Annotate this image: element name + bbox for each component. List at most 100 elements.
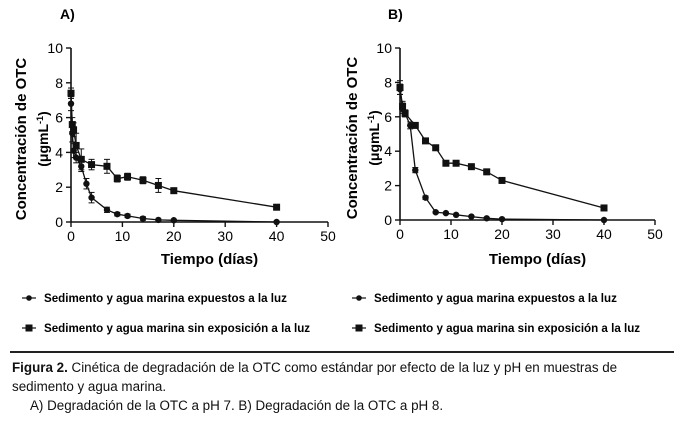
x-tick-label: 30 (217, 228, 233, 244)
y-axis-label: Concentración de OTC (344, 57, 361, 220)
data-point (396, 84, 404, 92)
series-light-exposed (396, 83, 608, 224)
data-point (72, 141, 80, 149)
data-point (88, 194, 95, 201)
data-point (432, 209, 439, 216)
legend-label: Sedimento y agua marina sin exposición a… (374, 322, 640, 335)
figure-caption: Figura 2. Cinética de degradación de la … (12, 358, 672, 415)
legend-label: Sedimento y agua marina expuestos a la l… (374, 292, 617, 305)
data-point (452, 159, 460, 167)
x-tick-label: 10 (115, 228, 131, 244)
y-tick-label: 10 (47, 40, 63, 56)
panel-label: B) (388, 6, 403, 22)
y-tick-label: 0 (55, 214, 63, 230)
data-point (498, 215, 506, 223)
data-point (67, 89, 75, 97)
legend-item: Sedimento y agua marina sin exposición a… (22, 322, 310, 335)
data-point (422, 137, 429, 145)
data-point (113, 175, 121, 182)
data-point (103, 206, 111, 214)
legend-label: Sedimento y agua marina sin exposición a… (44, 322, 310, 335)
y-tick-label: 8 (384, 74, 392, 90)
data-point (77, 155, 85, 163)
data-point (124, 173, 132, 181)
legend-marker (355, 324, 363, 332)
legend-marker (25, 324, 33, 332)
y-tick-label: 6 (384, 109, 392, 125)
data-point (68, 121, 76, 129)
caption-subtext: A) Degradación de la OTC a pH 7. B) Degr… (30, 398, 444, 413)
chart-panel-a: A) 0 2 4 6 8 10 0 10 20 30 40 50 Tiempo (días) Concent… (13, 6, 336, 335)
legend-marker (356, 295, 362, 301)
x-tick-label: 0 (396, 226, 404, 242)
data-point (422, 194, 429, 201)
y-tick-label: 8 (55, 75, 63, 91)
y-axis-unit-label: (μgmL-1) (35, 111, 51, 166)
chart-panel-b: B) 0 2 4 6 8 10 0 10 20 30 40 50 Tiempo (días) Concent… (344, 6, 663, 335)
data-point (600, 204, 608, 212)
series-no-light (396, 80, 608, 212)
data-point (452, 211, 460, 219)
data-point (467, 163, 475, 171)
x-tick-label: 50 (320, 228, 336, 244)
x-tick-label: 50 (647, 226, 663, 242)
caption-figure-label: Figura 2. (12, 360, 68, 375)
legend-label: Sedimento y agua marina expuestos a la l… (44, 292, 287, 305)
series-light-exposed (67, 96, 280, 226)
x-tick-label: 20 (166, 228, 182, 244)
data-point (442, 159, 450, 167)
data-point (70, 126, 78, 134)
data-point (154, 181, 162, 189)
data-point (468, 213, 475, 220)
data-point (412, 166, 419, 174)
panel-label: A) (60, 6, 75, 22)
x-tick-label: 10 (443, 226, 459, 242)
data-point (155, 216, 162, 224)
data-point (483, 215, 490, 222)
data-point (139, 176, 147, 184)
y-tick-label: 2 (55, 179, 63, 195)
y-axis-label: Concentración de OTC (13, 58, 30, 221)
x-tick-label: 30 (545, 226, 561, 242)
x-tick-label: 40 (596, 226, 612, 242)
data-point (498, 176, 506, 184)
data-point (401, 109, 409, 117)
x-tick-label: 0 (67, 228, 75, 244)
data-point (103, 162, 111, 170)
data-point (432, 144, 440, 152)
data-point (88, 161, 96, 169)
data-point (273, 203, 281, 211)
series-line (70, 103, 277, 223)
legend-item: Sedimento y agua marina expuestos a la l… (352, 292, 617, 305)
data-point (399, 102, 407, 110)
data-point (411, 121, 419, 129)
data-point (170, 217, 177, 224)
y-axis-unit-label: (μgmL-1) (366, 110, 382, 165)
series-no-light (67, 87, 281, 211)
data-point (483, 168, 491, 176)
series-line (399, 87, 605, 209)
data-point (114, 210, 121, 218)
y-tick-label: 4 (384, 143, 392, 159)
x-axis-label: Tiempo (días) (489, 251, 586, 268)
x-tick-label: 40 (269, 228, 285, 244)
legend-item: Sedimento y agua marina expuestos a la l… (22, 292, 287, 305)
x-axis-label: Tiempo (días) (161, 251, 258, 268)
y-tick-label: 0 (384, 212, 392, 228)
caption-text: Cinética de degradación de la OTC como e… (12, 360, 618, 394)
data-point (273, 218, 280, 226)
y-tick-label: 10 (376, 40, 392, 56)
caption-divider (10, 351, 674, 353)
x-tick-label: 20 (494, 226, 510, 242)
data-point (124, 212, 131, 220)
y-tick-label: 2 (384, 178, 392, 194)
legend-item: Sedimento y agua marina sin exposición a… (352, 322, 640, 335)
data-point (442, 209, 450, 217)
y-tick-label: 4 (55, 144, 63, 160)
legend-marker (26, 295, 32, 301)
data-point (170, 187, 178, 195)
data-point (139, 215, 147, 222)
data-point (600, 216, 608, 224)
data-point (83, 180, 90, 187)
